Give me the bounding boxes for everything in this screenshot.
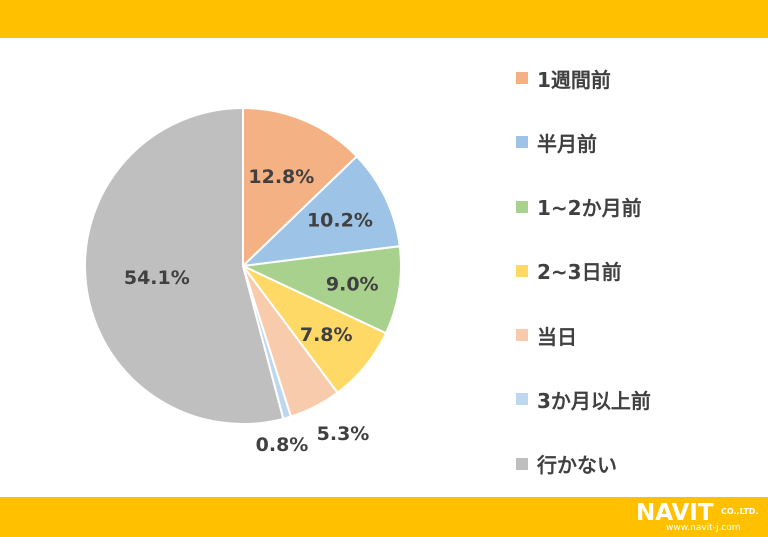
company-logo: NAVIT CO.,LTD. www.navit-j.com (636, 500, 762, 534)
bottom-band (0, 497, 768, 537)
pie-slice-6 (84, 106, 285, 425)
legend-label: 行かない (537, 453, 617, 478)
legend-swatch (516, 72, 528, 84)
legend: 1週間前半月前 1~2か月前 2~3日前当日 3か月以上前 行かない (516, 62, 756, 512)
legend-label: 当日 (537, 324, 577, 349)
legend-item-3: 2~3日前 (516, 255, 756, 287)
data-label-2: 9.0% (326, 273, 379, 295)
data-label-0: 12.8% (248, 166, 314, 188)
legend-item-5: 3か月以上前 (516, 383, 756, 415)
data-label-6: 54.1% (124, 267, 190, 289)
data-label-5: 0.8% (256, 434, 309, 456)
legend-swatch (516, 457, 528, 470)
logo-main-text: NAVIT (636, 500, 714, 526)
legend-swatch (516, 264, 528, 277)
legend-swatch (516, 393, 528, 406)
legend-swatch (516, 136, 528, 149)
legend-item-1: 半月前 (516, 126, 756, 158)
logo-suffix: CO.,LTD. (721, 507, 759, 516)
legend-label: 3か月以上前 (537, 388, 651, 413)
legend-item-2: 1~2か月前 (516, 191, 756, 223)
logo-url: www.navit-j.com (666, 523, 741, 533)
data-label-1: 10.2% (307, 210, 373, 232)
pie-slice-0 (242, 106, 359, 269)
pie-slice-2 (239, 245, 402, 335)
legend-swatch (516, 329, 528, 342)
pie-chart: 12.8% 10.2% 9.0% 7.8% 5.3% 0.8% 54.1% (84, 106, 402, 456)
legend-label: 2~3日前 (537, 260, 622, 285)
top-band (0, 0, 768, 38)
legend-item-4: 当日 (516, 319, 756, 351)
pie-slice-1 (240, 154, 401, 268)
legend-swatch (516, 200, 528, 213)
data-label-3: 7.8% (300, 324, 353, 346)
legend-label: 1週間前 (537, 67, 611, 92)
legend-label: 1~2か月前 (537, 196, 642, 221)
legend-label: 半月前 (537, 131, 597, 156)
data-label-4: 5.3% (317, 423, 370, 445)
legend-item-6: 行かない (516, 448, 756, 480)
legend-item-0: 1週間前 (516, 62, 756, 94)
